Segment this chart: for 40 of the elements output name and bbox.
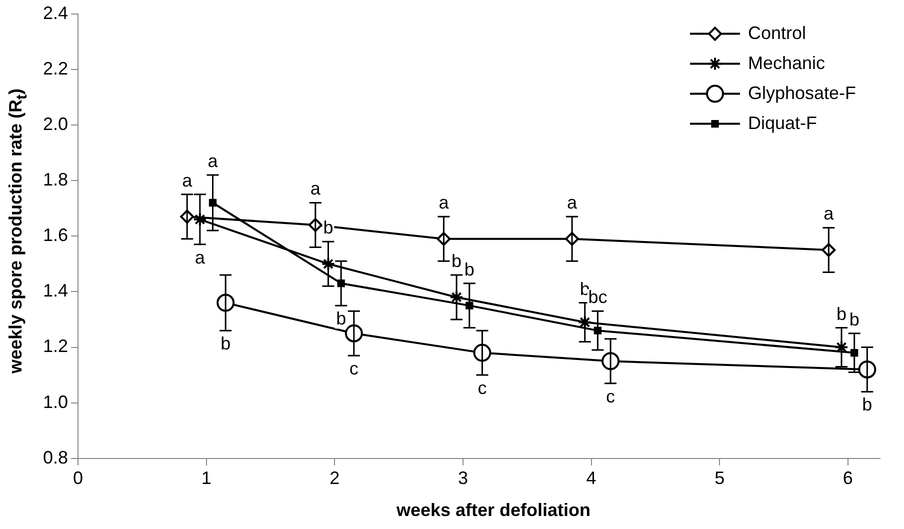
annotation: a bbox=[310, 178, 322, 199]
annotation: a bbox=[194, 247, 206, 268]
annotation: b bbox=[220, 334, 231, 354]
legend-label: Diquat-F bbox=[748, 112, 818, 133]
annotation: c bbox=[349, 358, 358, 379]
x-axis-title: weeks after defoliation bbox=[395, 500, 592, 521]
x-tick-label: 0 bbox=[73, 468, 84, 488]
y-tick-label: 1.0 bbox=[42, 392, 68, 412]
annotation: b bbox=[323, 218, 334, 238]
annotation: b bbox=[336, 308, 346, 329]
legend-label: Control bbox=[748, 22, 806, 43]
y-tick-label: 1.8 bbox=[42, 169, 68, 190]
annotation: b bbox=[452, 250, 462, 271]
annotation: b bbox=[849, 309, 860, 330]
x-tick-label: 2 bbox=[330, 468, 340, 488]
y-tick-label: 2.4 bbox=[42, 2, 68, 23]
annotation: b bbox=[862, 394, 872, 415]
y-tick-label: 2.0 bbox=[42, 114, 68, 134]
x-tick-label: 3 bbox=[458, 468, 468, 488]
x-tick-label: 6 bbox=[842, 468, 853, 488]
annotation: c bbox=[606, 386, 616, 406]
x-tick-label: 4 bbox=[586, 468, 596, 488]
annotation: bc bbox=[588, 287, 608, 308]
annotation: a bbox=[824, 204, 835, 224]
annotation: a bbox=[438, 192, 450, 213]
y-tick-label: 1.4 bbox=[42, 280, 68, 301]
annotation: a bbox=[182, 170, 194, 190]
annotation: a bbox=[567, 192, 578, 213]
annotation: c bbox=[478, 378, 487, 398]
x-tick-label: 5 bbox=[714, 468, 725, 488]
x-tick-label: 1 bbox=[201, 468, 212, 488]
legend-label: Mechanic bbox=[748, 52, 826, 73]
y-tick-label: 0.8 bbox=[42, 447, 68, 468]
annotation: b bbox=[836, 304, 847, 324]
y-tick-label: 2.2 bbox=[42, 58, 68, 78]
annotation: b bbox=[464, 259, 474, 280]
annotation: a bbox=[208, 150, 219, 171]
y-tick-label: 1.6 bbox=[42, 225, 68, 246]
y-tick-label: 1.2 bbox=[42, 336, 68, 356]
legend-label: Glyphosate-F bbox=[748, 82, 856, 103]
